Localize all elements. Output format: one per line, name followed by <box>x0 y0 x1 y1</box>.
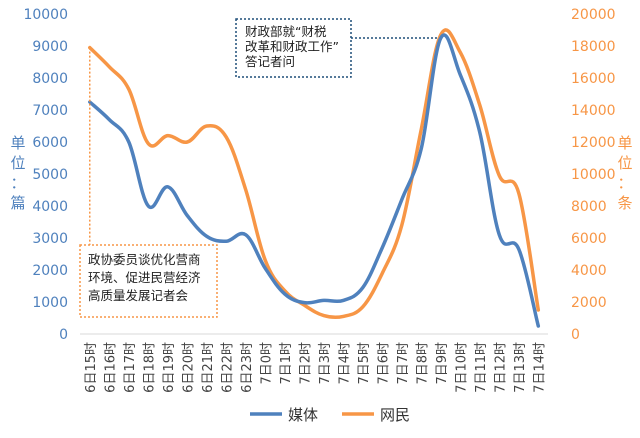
y-left-tick-label: 6000 <box>32 135 68 151</box>
y-right-tick-label: 2000 <box>571 295 607 311</box>
y-left-axis-title-char: 单 <box>10 134 25 152</box>
annotation-text: 环境、促进民营经济 <box>88 270 201 285</box>
x-tick-label: 7日0时 <box>259 342 274 385</box>
legend-label: 媒体 <box>288 406 318 424</box>
x-tick-label: 6日17时 <box>123 342 138 393</box>
y-right-tick-label: 10000 <box>571 167 616 183</box>
y-right-tick-label: 14000 <box>571 103 616 119</box>
x-tick-label: 7日9时 <box>435 342 450 385</box>
legend-label: 网民 <box>380 406 410 424</box>
x-tick-label: 6日19时 <box>162 342 177 393</box>
y-right-tick-label: 20000 <box>571 7 616 23</box>
x-tick-label: 7日5时 <box>357 342 372 385</box>
x-tick-label: 7日10时 <box>454 342 469 393</box>
y-left-tick-label: 3000 <box>32 231 68 247</box>
x-tick-label: 7日1时 <box>279 342 294 385</box>
x-tick-label: 7日11时 <box>474 342 489 393</box>
y-left-tick-label: 7000 <box>32 103 68 119</box>
annotation-text: 财政部就“财税 <box>245 24 327 39</box>
x-tick-label: 6日15时 <box>84 342 99 393</box>
x-tick-label: 7日7时 <box>396 342 411 385</box>
y-right-tick-label: 12000 <box>571 135 616 151</box>
y-right-tick-label: 6000 <box>571 231 607 247</box>
series-line-media <box>88 33 541 328</box>
annotation-box <box>79 244 218 318</box>
x-tick-label: 6日18时 <box>142 342 157 393</box>
y-left-tick-label: 8000 <box>32 71 68 87</box>
y-right-axis-title-char: 条 <box>617 194 632 212</box>
x-tick-label: 7日6时 <box>376 342 391 385</box>
x-tick-label: 7日2时 <box>298 342 313 385</box>
x-tick-label: 6日16时 <box>103 342 118 393</box>
y-right-tick-label: 16000 <box>571 71 616 87</box>
x-tick-label: 7日12时 <box>493 342 508 393</box>
x-tick-label: 7日14时 <box>532 342 547 393</box>
y-left-axis-title-char: ： <box>10 174 25 192</box>
y-left-tick-label: 4000 <box>32 199 68 215</box>
x-tick-label: 6日21时 <box>201 342 216 393</box>
x-tick-label: 6日22时 <box>220 342 235 393</box>
y-right-tick-label: 0 <box>571 327 580 343</box>
y-right-tick-label: 4000 <box>571 263 607 279</box>
y-right-tick-label: 8000 <box>571 199 607 215</box>
y-left-tick-label: 5000 <box>32 167 68 183</box>
x-tick-label: 6日23时 <box>240 342 255 393</box>
annotation-text: 答记者问 <box>245 54 295 69</box>
x-tick-label: 7日13时 <box>513 342 528 393</box>
y-left-axis-title-char: 篇 <box>10 194 25 212</box>
y-left-tick-label: 0 <box>59 327 68 343</box>
y-left-tick-label: 2000 <box>32 263 68 279</box>
y-right-axis-title-char: 位 <box>617 154 632 172</box>
y-left-tick-label: 10000 <box>23 7 68 23</box>
annotation-text: 改革和财政工作” <box>245 39 339 54</box>
annotation-text: 政协委员谈优化营商 <box>88 252 201 267</box>
x-tick-label: 7日8时 <box>415 342 430 385</box>
y-right-axis-title-char: 单 <box>617 134 632 152</box>
y-right-tick-label: 18000 <box>571 39 616 55</box>
y-left-tick-label: 1000 <box>32 295 68 311</box>
y-left-tick-label: 9000 <box>32 39 68 55</box>
annotation-box <box>235 18 352 78</box>
x-tick-label: 6日20时 <box>181 342 196 393</box>
x-tick-label: 7日3时 <box>318 342 333 385</box>
series-line-netizens <box>88 28 541 320</box>
y-right-axis-title-char: ： <box>617 174 632 192</box>
x-tick-label: 7日4时 <box>337 342 352 385</box>
y-left-axis-title-char: 位 <box>10 154 25 172</box>
annotation-text: 高质量发展记者会 <box>88 288 189 303</box>
